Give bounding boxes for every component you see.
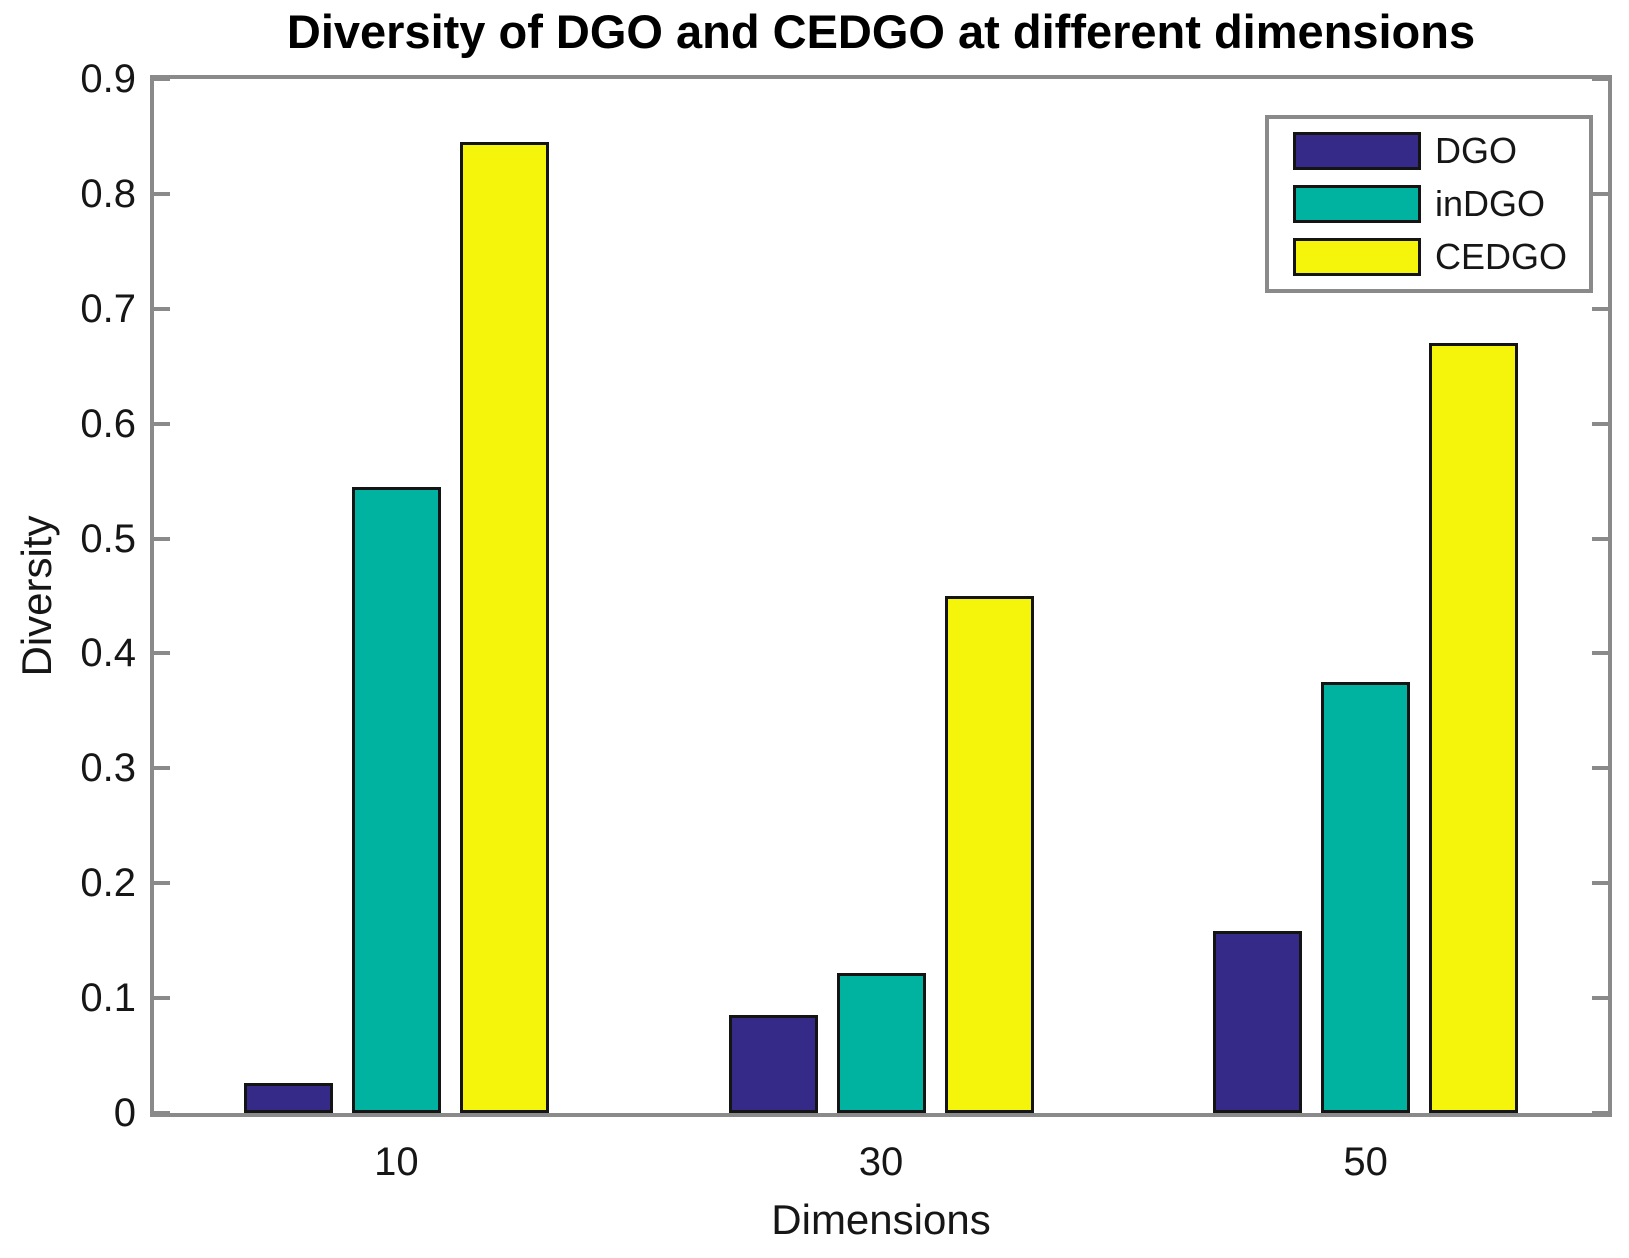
legend-swatch-inDGO [1293, 185, 1421, 223]
y-tick-left-0.8 [154, 191, 170, 196]
y-tick-left-0.6 [154, 421, 170, 426]
bar-DGO-50 [1213, 931, 1302, 1113]
y-tick-right-0.4 [1592, 651, 1608, 656]
x-axis-label: Dimensions [771, 1196, 991, 1243]
y-tick-label-0.3: 0.3 [80, 746, 136, 791]
x-tick-label-10: 10 [374, 1140, 419, 1184]
y-tick-right-0.1 [1592, 996, 1608, 1001]
y-tick-left-0.5 [154, 536, 170, 541]
bar-CEDGO-10 [460, 142, 549, 1113]
bar-inDGO-10 [352, 487, 441, 1113]
bar-CEDGO-30 [945, 596, 1034, 1113]
bar-DGO-10 [244, 1083, 333, 1113]
bar-DGO-30 [729, 1015, 818, 1113]
x-tick-label-50: 50 [1343, 1140, 1388, 1184]
bar-inDGO-30 [837, 973, 926, 1113]
y-tick-label-0.8: 0.8 [80, 171, 136, 216]
y-tick-left-0.7 [154, 306, 170, 311]
y-tick-left-0 [154, 1111, 170, 1115]
y-tick-label-0.6: 0.6 [80, 401, 136, 446]
y-tick-label-0.5: 0.5 [80, 516, 136, 561]
bar-CEDGO-50 [1429, 343, 1518, 1113]
chart-title: Diversity of DGO and CEDGO at different … [286, 5, 1476, 58]
y-tick-label-0.1: 0.1 [80, 976, 136, 1021]
y-tick-label-0: 0 [113, 1091, 136, 1135]
legend-label-CEDGO: CEDGO [1435, 236, 1568, 277]
legend-item-CEDGO: CEDGO [1269, 236, 1589, 278]
y-tick-label-0.9: 0.9 [80, 57, 136, 101]
y-tick-right-0.2 [1592, 881, 1608, 886]
y-tick-right-0.6 [1592, 421, 1608, 426]
legend-item-DGO: DGO [1269, 130, 1589, 172]
y-tick-left-0.3 [154, 766, 170, 771]
y-tick-right-0.8 [1592, 191, 1608, 196]
legend-label-inDGO: inDGO [1435, 183, 1546, 224]
legend-item-inDGO: inDGO [1269, 183, 1589, 225]
x-tick-label-30: 30 [858, 1140, 904, 1184]
y-axis-label: Diversity [13, 515, 60, 677]
y-tick-label-0.7: 0.7 [80, 286, 136, 331]
legend-swatch-DGO [1293, 132, 1421, 170]
y-tick-right-0.7 [1592, 306, 1608, 311]
y-tick-right-0.3 [1592, 766, 1608, 771]
legend-swatch-CEDGO [1293, 238, 1421, 276]
legend: DGO inDGO CEDGO [1265, 115, 1593, 293]
legend-label-DGO: DGO [1435, 130, 1518, 171]
y-tick-left-0.1 [154, 996, 170, 1001]
y-tick-right-0.9 [1592, 77, 1608, 81]
y-tick-left-0.4 [154, 651, 170, 656]
y-tick-label-0.2: 0.2 [80, 861, 136, 906]
y-tick-label-0.4: 0.4 [80, 631, 136, 676]
bar-inDGO-50 [1321, 682, 1410, 1113]
y-tick-right-0 [1592, 1111, 1608, 1115]
y-tick-left-0.9 [154, 77, 170, 81]
y-tick-left-0.2 [154, 881, 170, 886]
y-tick-right-0.5 [1592, 536, 1608, 541]
